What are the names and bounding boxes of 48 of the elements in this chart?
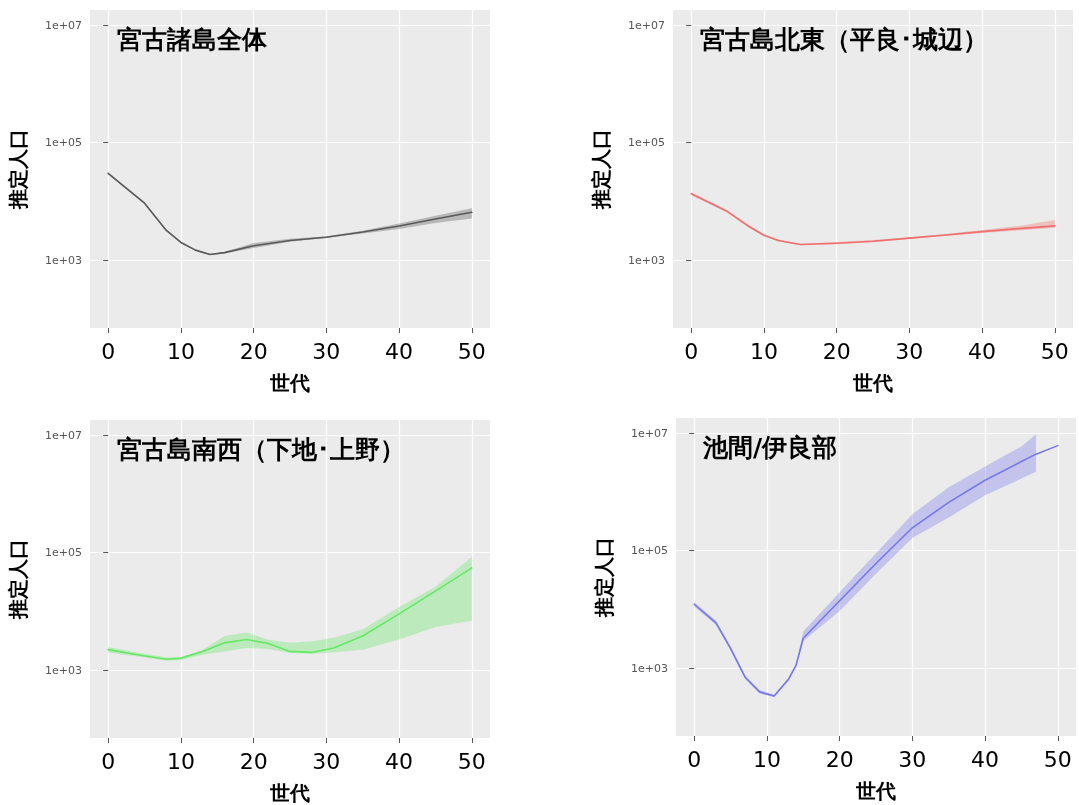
y-tick-label: 1e+07	[45, 428, 82, 442]
y-axis-title: 推定人口	[589, 129, 613, 210]
y-tick-label: 1e+05	[631, 544, 668, 558]
x-tick-label: 50	[457, 748, 486, 774]
x-tick-label: 40	[385, 338, 414, 364]
x-tick-label: 20	[825, 746, 854, 772]
x-tick-label: 0	[684, 338, 699, 364]
x-axis-title: 世代	[269, 781, 310, 805]
x-tick-label: 20	[239, 338, 268, 364]
text: 池間/伊良部	[702, 433, 838, 462]
x-tick-label: 30	[312, 748, 341, 774]
text: 宮古諸島全体	[117, 25, 268, 54]
y-tick-label: 1e+03	[45, 253, 82, 267]
x-tick-label: 30	[898, 746, 927, 772]
x-tick-label: 30	[312, 338, 341, 364]
x-tick-label: 50	[1043, 746, 1072, 772]
y-tick-label: 1e+03	[631, 661, 668, 675]
y-tick-label: 1e+05	[628, 136, 665, 150]
y-tick-label: 1e+07	[631, 426, 668, 440]
x-tick-label: 50	[1040, 338, 1069, 364]
x-tick-label: 10	[752, 746, 781, 772]
x-tick-label: 10	[166, 748, 195, 774]
x-tick-label: 40	[385, 748, 414, 774]
x-tick-label: 20	[822, 338, 851, 364]
y-axis-title: 推定人口	[6, 129, 30, 210]
x-axis-title: 世代	[852, 371, 893, 395]
text: 宮古島南西（下地･上野）	[117, 435, 405, 464]
x-tick-label: 0	[101, 748, 116, 774]
x-tick-label: 40	[971, 746, 1000, 772]
y-axis-title: 推定人口	[592, 537, 616, 618]
x-tick-label: 30	[895, 338, 924, 364]
x-tick-label: 20	[239, 748, 268, 774]
x-tick-label: 0	[687, 746, 702, 772]
x-tick-label: 40	[968, 338, 997, 364]
x-tick-label: 50	[457, 338, 486, 364]
text: 宮古島北東（平良･城辺）	[700, 25, 988, 54]
x-tick-label: 10	[166, 338, 195, 364]
y-tick-label: 1e+07	[45, 18, 82, 32]
x-tick-label: 10	[749, 338, 778, 364]
x-tick-label: 0	[101, 338, 116, 364]
x-axis-title: 世代	[269, 371, 310, 395]
y-axis-title: 推定人口	[6, 539, 30, 620]
x-axis-title: 世代	[855, 779, 896, 803]
y-tick-label: 1e+07	[628, 18, 665, 32]
y-tick-label: 1e+03	[45, 663, 82, 677]
y-tick-label: 1e+05	[45, 136, 82, 150]
y-tick-label: 1e+05	[45, 546, 82, 560]
y-tick-label: 1e+03	[628, 253, 665, 267]
